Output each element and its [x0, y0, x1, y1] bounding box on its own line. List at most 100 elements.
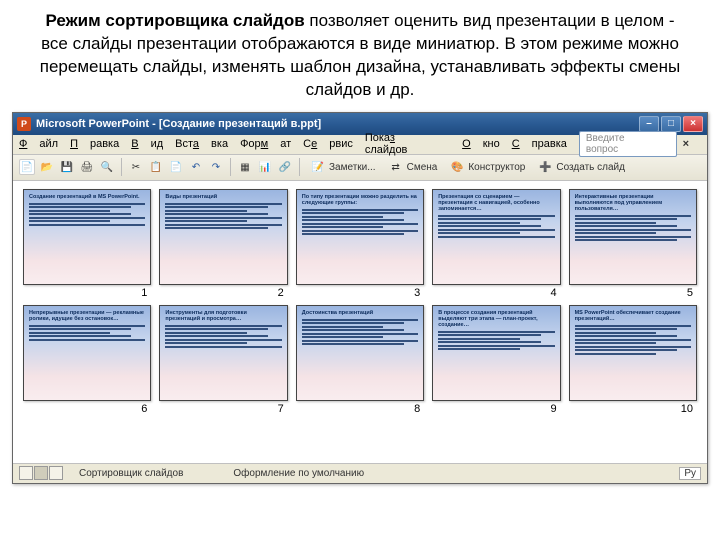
slide-thumbnail[interactable]: MS PowerPoint обеспечивает создание през…: [569, 305, 697, 415]
slide-body-line: [575, 218, 677, 220]
slide-sorter-area[interactable]: Создание презентаций в MS PowerPoint.1Ви…: [13, 181, 707, 463]
slide-thumb-9[interactable]: В процессе создания презентаций выделяют…: [432, 305, 560, 401]
slide-body-line: [575, 215, 691, 217]
chart-icon[interactable]: 📊: [257, 159, 273, 175]
save-icon[interactable]: 💾: [59, 159, 75, 175]
sorter-view-button[interactable]: [34, 466, 48, 480]
menu-file[interactable]: Файл: [19, 138, 58, 150]
slide-body-line: [438, 334, 540, 336]
slide-thumb-3[interactable]: По типу презентации можно разделить на с…: [296, 189, 424, 285]
slide-body-line: [165, 332, 246, 334]
notes-button[interactable]: 📝Заметки...: [306, 157, 380, 177]
help-search-input[interactable]: Введите вопрос: [579, 131, 677, 157]
slide-number: 7: [159, 401, 287, 415]
open-icon[interactable]: 📂: [39, 159, 55, 175]
slide-body-line: [165, 203, 281, 205]
slides-grid: Создание презентаций в MS PowerPoint.1Ви…: [17, 187, 703, 417]
slide-body-line: [302, 333, 418, 335]
slide-body-line: [438, 345, 554, 347]
slide-thumb-2[interactable]: Виды презентаций: [159, 189, 287, 285]
menu-edit[interactable]: Правка: [70, 138, 119, 150]
minimize-button[interactable]: –: [639, 116, 659, 132]
redo-icon[interactable]: ↷: [208, 159, 224, 175]
slide-body-line: [575, 342, 656, 344]
slide-thumbnail[interactable]: В процессе создания презентаций выделяют…: [432, 305, 560, 415]
slide-thumbnail[interactable]: Презентация со сценарием — презентация с…: [432, 189, 560, 299]
slide-title: В процессе создания презентаций выделяют…: [438, 310, 554, 328]
menu-slideshow[interactable]: Показ слайдов: [365, 132, 450, 156]
menu-insert[interactable]: Вставка: [175, 138, 228, 150]
close-button[interactable]: ×: [683, 116, 703, 132]
menu-help[interactable]: Справка: [512, 138, 567, 150]
slide-thumbnail[interactable]: Непрерывные презентации — рекламные роли…: [23, 305, 151, 415]
normal-view-button[interactable]: [19, 466, 33, 480]
paste-icon[interactable]: 📄: [168, 159, 184, 175]
slide-body-line: [165, 213, 267, 215]
slide-body-line: [438, 215, 554, 217]
new-slide-button[interactable]: ➕Создать слайд: [533, 157, 629, 177]
slide-title: Презентация со сценарием — презентация с…: [438, 194, 554, 212]
slide-number: 1: [23, 285, 151, 299]
slide-number: 5: [569, 285, 697, 299]
slide-body-line: [302, 233, 404, 235]
powerpoint-icon: P: [17, 117, 31, 131]
transition-button[interactable]: ⇄Смена: [384, 157, 442, 177]
slide-body-line: [165, 227, 267, 229]
slide-body-line: [302, 209, 418, 211]
slide-body-line: [575, 332, 656, 334]
slide-body-line: [165, 346, 281, 348]
cut-icon[interactable]: ✂: [128, 159, 144, 175]
slide-thumbnail[interactable]: Инструменты для подготовки презентаций и…: [159, 305, 287, 415]
new-icon[interactable]: 📄: [19, 159, 35, 175]
slide-thumbnail[interactable]: Создание презентаций в MS PowerPoint.1: [23, 189, 151, 299]
slide-body-line: [29, 325, 145, 327]
slide-body-line: [438, 232, 519, 234]
menu-window[interactable]: Окно: [462, 138, 500, 150]
slideshow-view-button[interactable]: [49, 466, 63, 480]
undo-icon[interactable]: ↶: [188, 159, 204, 175]
doc-close-button[interactable]: ×: [683, 138, 689, 150]
slide-thumb-6[interactable]: Непрерывные презентации — рекламные роли…: [23, 305, 151, 401]
slide-body-line: [575, 225, 677, 227]
powerpoint-window: P Microsoft PowerPoint - [Создание презе…: [12, 112, 708, 484]
slide-thumb-4[interactable]: Презентация со сценарием — презентация с…: [432, 189, 560, 285]
transition-icon: ⇄: [388, 159, 404, 175]
slide-number: 6: [23, 401, 151, 415]
menu-view[interactable]: Вид: [131, 138, 163, 150]
slide-body-line: [302, 212, 404, 214]
slide-body-line: [302, 230, 418, 232]
maximize-button[interactable]: □: [661, 116, 681, 132]
slide-body-line: [29, 332, 110, 334]
view-buttons: [19, 466, 63, 480]
new-slide-icon: ➕: [537, 159, 553, 175]
slide-body-line: [302, 343, 404, 345]
slide-body-line: [165, 217, 281, 219]
window-title: Microsoft PowerPoint - [Создание презент…: [36, 118, 639, 130]
designer-button[interactable]: 🎨Конструктор: [445, 157, 529, 177]
slide-thumbnail[interactable]: По типу презентации можно разделить на с…: [296, 189, 424, 299]
slide-number: 3: [296, 285, 424, 299]
slide-thumbnail[interactable]: Интерактивные презентации выполняются по…: [569, 189, 697, 299]
slide-body-line: [575, 339, 691, 341]
menu-tools[interactable]: Сервис: [303, 138, 353, 150]
slide-title: Виды презентаций: [165, 194, 281, 200]
slide-body-line: [165, 206, 267, 208]
hyperlink-icon[interactable]: 🔗: [277, 159, 293, 175]
slide-thumb-10[interactable]: MS PowerPoint обеспечивает создание през…: [569, 305, 697, 401]
print-icon[interactable]: 🖨: [79, 159, 95, 175]
slide-number: 10: [569, 401, 697, 415]
slide-thumb-1[interactable]: Создание презентаций в MS PowerPoint.: [23, 189, 151, 285]
slide-thumb-5[interactable]: Интерактивные презентации выполняются по…: [569, 189, 697, 285]
preview-icon[interactable]: 🔍: [99, 159, 115, 175]
menu-format[interactable]: Формат: [240, 138, 291, 150]
designer-icon: 🎨: [449, 159, 465, 175]
slide-thumb-7[interactable]: Инструменты для подготовки презентаций и…: [159, 305, 287, 401]
toolbar-separator: [230, 158, 231, 176]
copy-icon[interactable]: 📋: [148, 159, 164, 175]
slide-thumbnail[interactable]: Виды презентаций2: [159, 189, 287, 299]
table-icon[interactable]: ▦: [237, 159, 253, 175]
slide-body-line: [438, 341, 540, 343]
slide-body-line: [302, 216, 383, 218]
slide-thumb-8[interactable]: Достоинства презентаций: [296, 305, 424, 401]
slide-thumbnail[interactable]: Достоинства презентаций8: [296, 305, 424, 415]
